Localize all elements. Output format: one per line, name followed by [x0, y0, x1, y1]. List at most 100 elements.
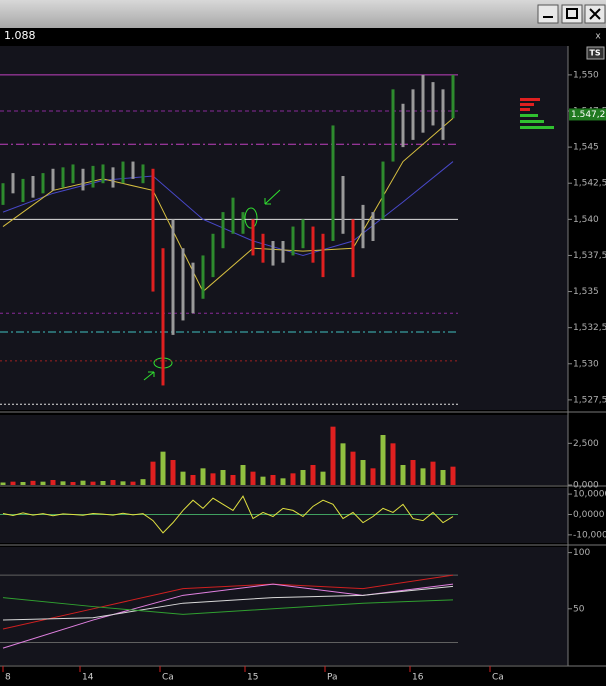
- profile-bar: [520, 126, 554, 129]
- last-price-box: [569, 108, 606, 121]
- price-bar: [51, 168, 55, 191]
- oscillator-panel: [0, 488, 568, 543]
- volume-panel: [0, 415, 568, 485]
- y-tick-label: 1,527,5: [573, 395, 606, 405]
- price-bar: [261, 233, 265, 263]
- x-tick-label: 16: [412, 673, 424, 683]
- header-value: 1.088: [4, 29, 36, 42]
- volume-bar: [70, 482, 76, 485]
- price-bar: [201, 255, 205, 299]
- x-tick-label: 14: [82, 673, 94, 683]
- price-bar: [391, 89, 395, 162]
- y-tick-label: 1,545: [573, 143, 599, 153]
- price-bar: [321, 233, 325, 278]
- volume-bar: [410, 460, 416, 485]
- price-bar: [131, 161, 135, 179]
- price-bar: [421, 74, 425, 133]
- y-tick-label: -10,0000: [573, 530, 606, 540]
- price-bar: [331, 125, 335, 241]
- last-price-label: 1.547,26: [571, 110, 606, 120]
- indicator-line: [2, 585, 454, 621]
- volume-bar: [320, 471, 326, 485]
- y-tick-label: 1,535: [573, 287, 599, 297]
- title-bar: [0, 0, 606, 28]
- price-bar: [281, 241, 285, 263]
- y-tick-label: 1,530: [573, 359, 599, 369]
- price-bar: [241, 212, 245, 234]
- price-bar: [221, 212, 225, 249]
- volume-bar: [380, 435, 386, 485]
- volume-bar: [0, 482, 6, 485]
- volume-bar: [50, 480, 56, 485]
- price-bar: [431, 82, 435, 126]
- price-bar: [41, 173, 45, 194]
- indicator-panel: [0, 547, 568, 665]
- volume-bar: [330, 426, 336, 485]
- y-tick-label: 100: [573, 548, 590, 558]
- mini-profile: [520, 98, 554, 129]
- price-bar: [311, 226, 315, 263]
- x-tick-label: 15: [247, 673, 258, 683]
- volume-bar: [450, 466, 456, 485]
- price-bar: [271, 241, 275, 266]
- price-bar: [411, 89, 415, 140]
- price-bar: [31, 176, 35, 198]
- x-tick-label: Ca: [492, 673, 504, 683]
- price-bar: [351, 219, 355, 278]
- profile-bar: [520, 120, 544, 123]
- price-bar: [1, 183, 5, 205]
- price-bar: [91, 165, 95, 188]
- volume-bar: [150, 461, 156, 485]
- y-tick-label: 1,540: [573, 215, 599, 225]
- annotation-arrow: [264, 189, 281, 205]
- volume-bar: [310, 465, 316, 485]
- price-bar: [81, 168, 85, 191]
- volume-bar: [250, 471, 256, 485]
- indicator-line: [2, 161, 454, 256]
- ts-label: TS: [589, 49, 600, 58]
- price-bar: [341, 176, 345, 234]
- price-bar: [161, 248, 165, 386]
- profile-bar: [520, 114, 538, 117]
- maximize-button[interactable]: [561, 4, 583, 24]
- annotation-ellipse: [244, 207, 258, 229]
- y-tick-label: 0,000: [573, 481, 599, 491]
- separators: [0, 46, 606, 667]
- price-bar: [301, 219, 305, 249]
- indicator-line: [2, 495, 454, 534]
- volume-bar: [440, 470, 446, 485]
- volume-bar: [420, 468, 426, 485]
- profile-bar: [520, 108, 530, 111]
- volume-bar: [400, 465, 406, 485]
- volume-bar: [190, 475, 196, 485]
- y-tick-label: 1,537,5: [573, 251, 606, 261]
- volume-bar: [340, 443, 346, 485]
- volume-bar: [240, 465, 246, 485]
- indicator-line: [2, 117, 454, 293]
- price-bar: [401, 103, 405, 148]
- chart-close[interactable]: x: [595, 32, 601, 42]
- price-bar: [101, 164, 105, 184]
- price-bar: [441, 89, 445, 140]
- volume-bar: [390, 443, 396, 485]
- y-tick-label: 1,550: [573, 70, 599, 80]
- annotation-arrow: [143, 371, 155, 381]
- price-bar: [211, 233, 215, 278]
- y-tick-label: 1,532,5: [573, 323, 606, 333]
- price-bar: [21, 178, 25, 202]
- volume-bar: [60, 481, 66, 485]
- price-bar: [111, 167, 115, 188]
- volume-bar: [300, 470, 306, 485]
- price-bar: [381, 161, 385, 220]
- profile-bar: [520, 98, 540, 101]
- minimize-button[interactable]: [537, 4, 559, 24]
- volume-bar: [220, 470, 226, 485]
- ts-button[interactable]: [586, 46, 605, 60]
- price-bar: [361, 204, 365, 249]
- volume-bar: [230, 475, 236, 485]
- x-tick-label: Ca: [162, 673, 174, 683]
- price-bar: [121, 161, 125, 184]
- volume-bar: [110, 480, 116, 485]
